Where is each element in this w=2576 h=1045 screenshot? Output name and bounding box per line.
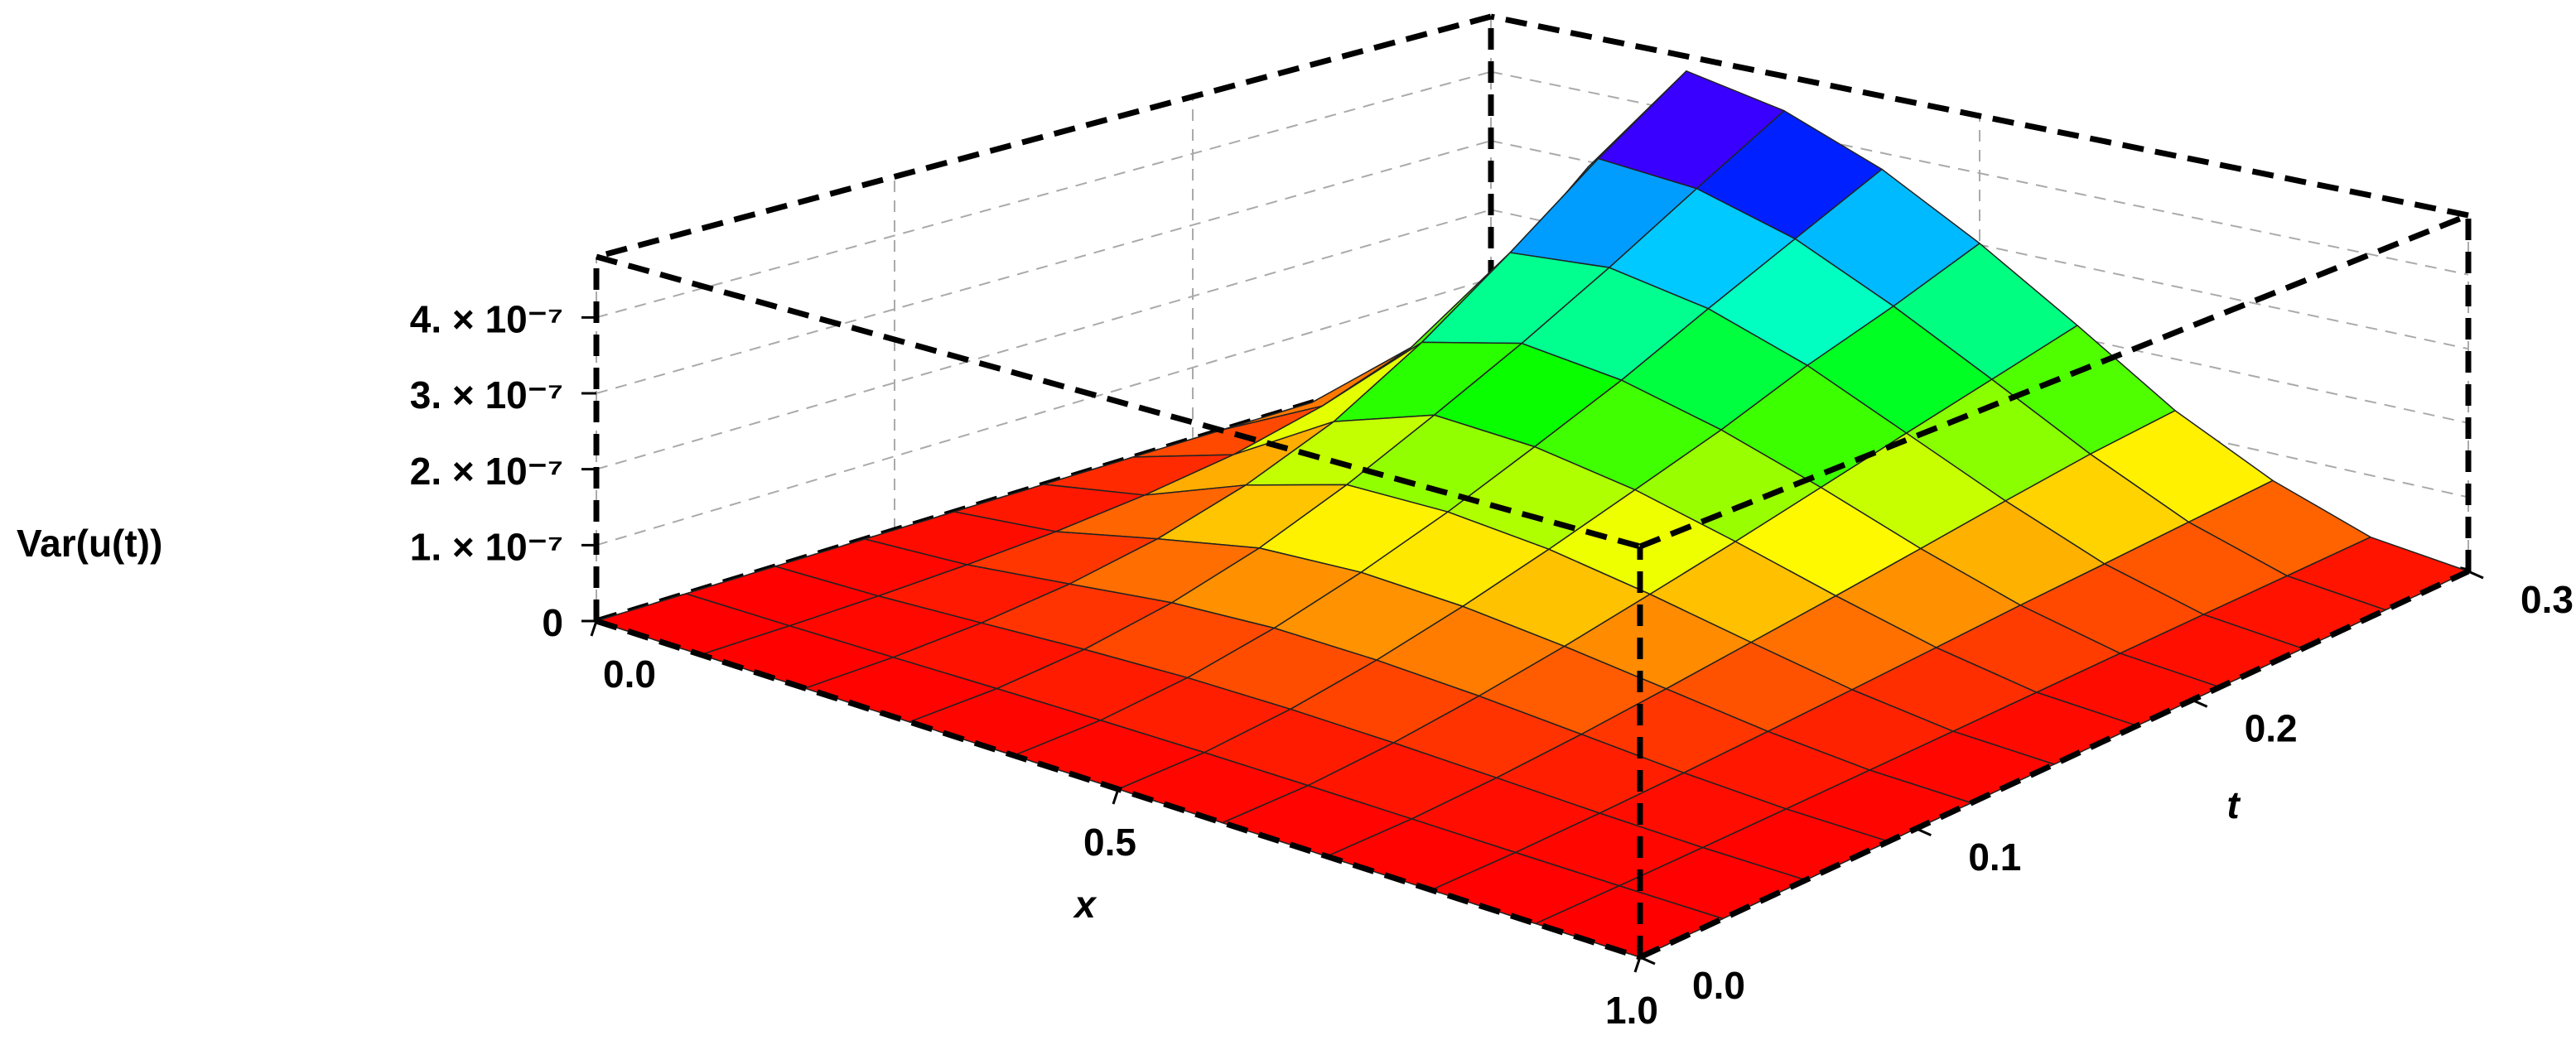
z-tick-label: 1. × 10⁻⁷: [410, 525, 563, 568]
x-tick-label: 0.5: [1083, 821, 1136, 864]
tick-mark: [1633, 956, 1642, 973]
grid-line: [596, 209, 1492, 470]
tick-mark: [590, 620, 598, 637]
box-edge: [1638, 568, 2470, 961]
y-axis-label: t: [2226, 783, 2241, 826]
z-axis-label: Var(u(t)): [17, 522, 162, 565]
z-tick-label: 4. × 10⁻⁷: [410, 297, 563, 340]
box-edge: [596, 253, 1641, 550]
tick-mark: [2467, 570, 2484, 580]
grid-line: [596, 140, 1492, 394]
y-tick-label: 0.3: [2521, 578, 2574, 621]
grid-line: [596, 277, 1492, 547]
tick-mark: [2192, 698, 2208, 708]
grid-line: [596, 70, 1492, 319]
tick-mark: [1112, 788, 1120, 805]
box-edge: [596, 13, 1492, 260]
box-edge: [1490, 13, 2469, 219]
y-tick-label: 0.0: [1692, 964, 1745, 1007]
z-tick-label: 0: [542, 601, 563, 644]
box-edge: [1638, 212, 2470, 550]
y-tick-label: 0.1: [1968, 836, 2021, 879]
x-tick-label: 0.0: [603, 653, 656, 696]
x-tick-label: 1.0: [1605, 989, 1658, 1032]
z-tick-label: 3. × 10⁻⁷: [410, 373, 563, 417]
tick-mark: [1915, 827, 1932, 837]
tick-mark: [1639, 956, 1656, 966]
x-axis-label: x: [1072, 883, 1097, 926]
z-tick-label: 2. × 10⁻⁷: [410, 450, 563, 493]
y-tick-label: 0.2: [2245, 706, 2298, 749]
